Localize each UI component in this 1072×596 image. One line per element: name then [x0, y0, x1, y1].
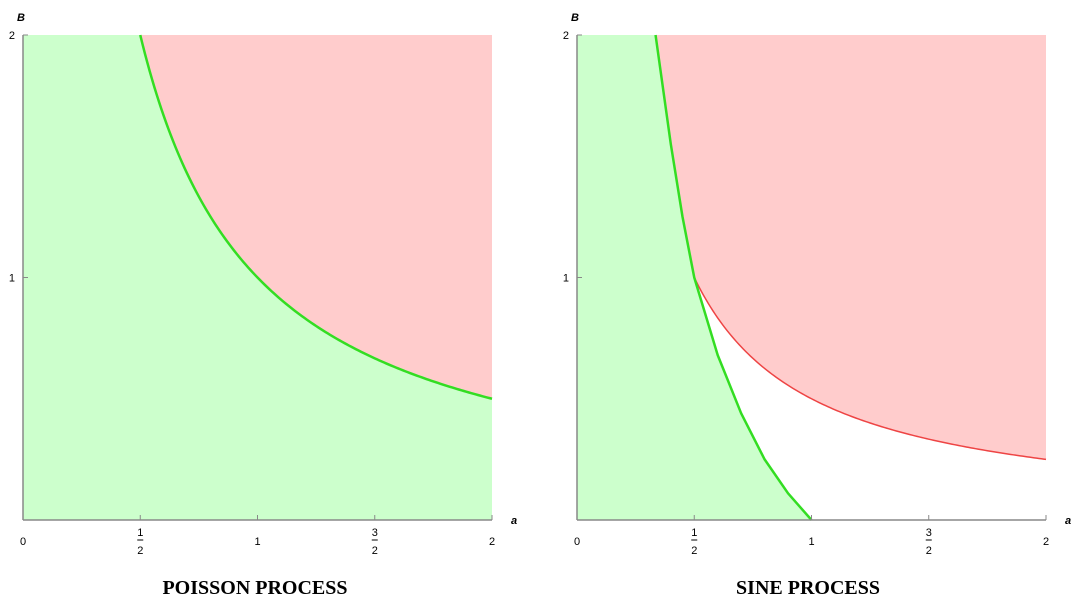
x-tick-denominator: 2 [137, 545, 143, 557]
y-tick-label: 2 [563, 30, 569, 42]
x-tick-denominator: 2 [926, 545, 932, 557]
sine-panel: 0 1 2 1 3 2 2 1 2 a B SINE PROCESS [563, 12, 1071, 596]
x-axis-label: a [511, 515, 517, 527]
poisson-panel: 0 1 2 1 3 2 2 1 2 a B POISSON PROCESS [9, 12, 517, 596]
y-tick-label: 1 [9, 273, 15, 285]
x-tick-numerator: 3 [926, 527, 932, 539]
boundary-curve [139, 34, 493, 400]
y-tick-label: 2 [9, 30, 15, 42]
y-axis-label: B [571, 12, 579, 24]
x-tick-numerator: 3 [372, 527, 378, 539]
x-axis-label: a [1065, 515, 1071, 527]
x-tick-label: 2 [489, 536, 495, 548]
x-tick-denominator: 2 [372, 545, 378, 557]
green-boundary-curve [654, 34, 813, 521]
x-tick-denominator: 2 [691, 545, 697, 557]
red-boundary-curve [693, 277, 1047, 461]
x-tick-label: 0 [574, 536, 580, 548]
x-tick-numerator: 1 [137, 527, 143, 539]
red-region [655, 35, 1046, 460]
y-tick-label: 1 [563, 273, 569, 285]
x-tick-label: 0 [20, 536, 26, 548]
x-tick-numerator: 1 [691, 527, 697, 539]
panel-caption: SINE PROCESS [736, 577, 880, 596]
x-tick-label: 1 [808, 536, 814, 548]
panel-caption: POISSON PROCESS [162, 577, 347, 596]
y-axis-label: B [17, 12, 25, 24]
x-tick-label: 2 [1043, 536, 1049, 548]
red-region [140, 35, 492, 399]
x-tick-label: 1 [254, 536, 260, 548]
